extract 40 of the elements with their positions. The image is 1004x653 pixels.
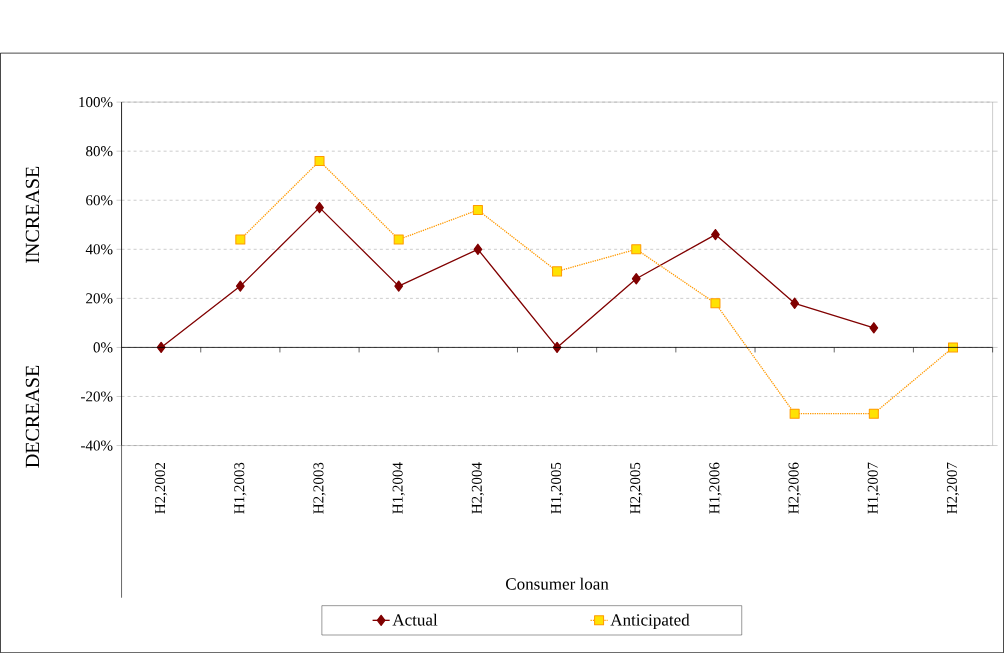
point (472, 204, 483, 215)
point (710, 298, 721, 309)
x-tick-label: H1,2003 (234, 462, 247, 514)
x-tick-label: H2,2002 (154, 462, 168, 514)
text: DECREASE (25, 365, 40, 468)
x-axis-title: Consumer loan (506, 577, 609, 590)
point (631, 244, 642, 255)
point (869, 322, 879, 334)
point (552, 266, 563, 277)
x-tick-label: H2,2003 (313, 462, 326, 514)
point (868, 408, 879, 419)
x-tick-label: H2,2006 (788, 462, 801, 514)
point (790, 297, 800, 309)
point (235, 280, 245, 292)
y-tick-label: 0% (93, 342, 113, 353)
legend-label: Anticipated (610, 613, 690, 630)
x-tick-label: H1,2005 (550, 462, 564, 514)
y-tick-label: 80% (86, 146, 113, 157)
x-tick-label: H1,2006 (709, 462, 722, 514)
point (235, 234, 246, 245)
x-tick-label: H1,2004 (392, 462, 405, 514)
y-axis-title: INCREASE (25, 166, 40, 263)
y-tick-label: 40% (85, 244, 113, 255)
y-tick-label: 20% (86, 293, 113, 304)
point (394, 280, 404, 292)
point (473, 243, 483, 255)
point (393, 234, 404, 245)
legend-label: Actual (392, 613, 438, 626)
y-tick-label: -40% (81, 440, 113, 451)
y-tick-label: 60% (86, 195, 113, 206)
point (631, 272, 641, 285)
y-tick-label: 100% (79, 96, 113, 108)
x-tick-label: H1,2007 (867, 462, 880, 514)
x-tick-label: H2,2007 (946, 462, 960, 514)
x-tick-label: H2,2004 (471, 462, 485, 514)
point (948, 342, 959, 353)
x-tick-label: H2,2005 (630, 462, 643, 514)
point (789, 408, 800, 419)
y-tick-label: -20% (81, 391, 113, 402)
point (314, 155, 325, 166)
